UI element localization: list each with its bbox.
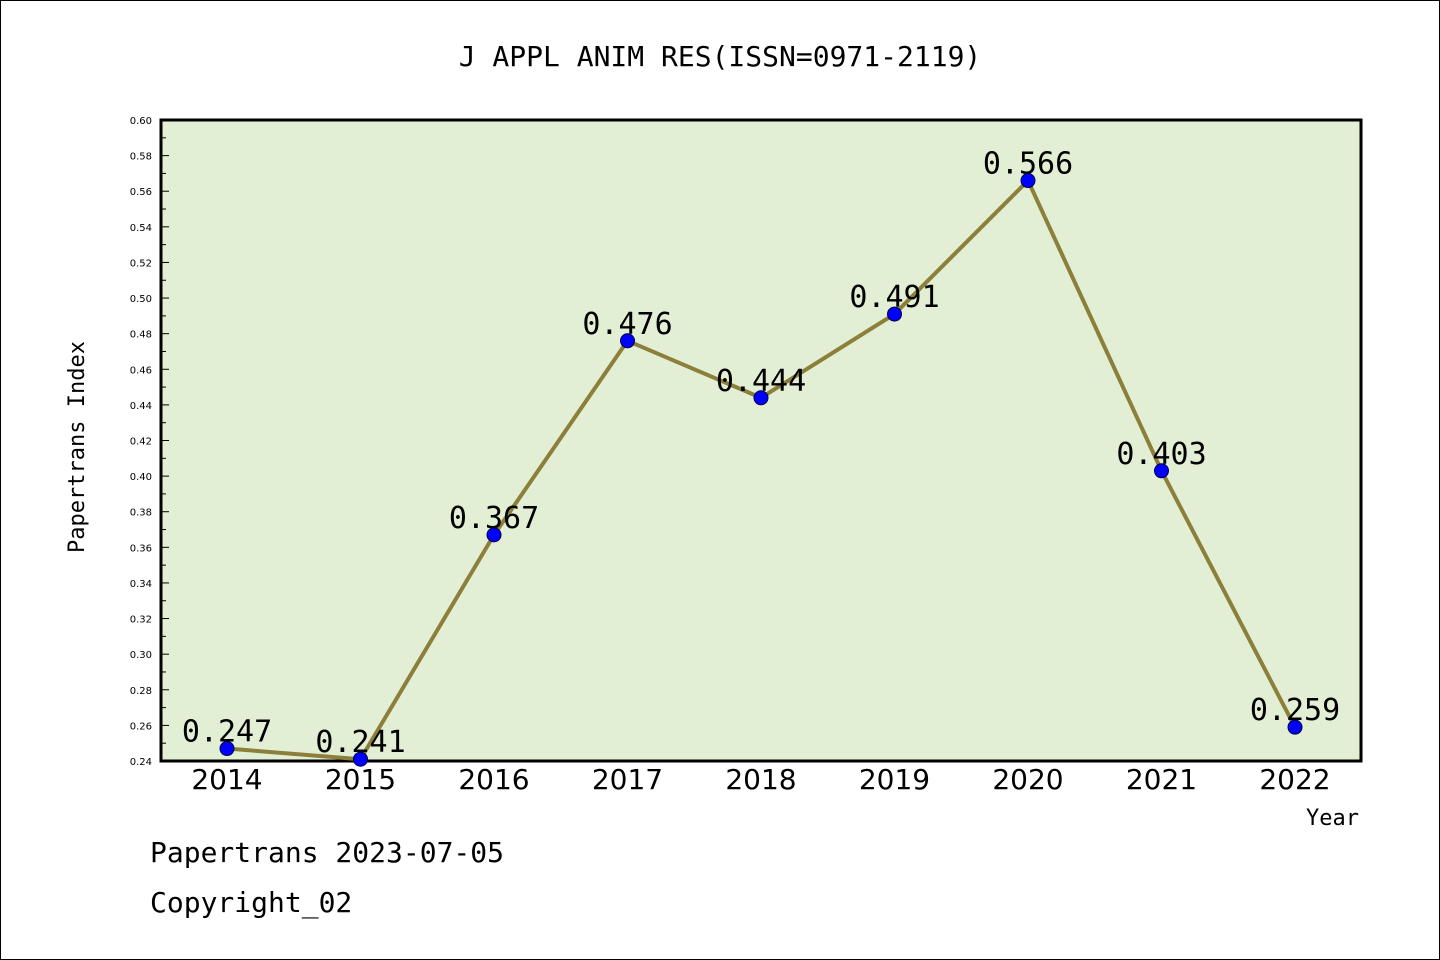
data-label: 0.444 [716, 364, 806, 399]
x-tick-label: 2014 [191, 763, 262, 796]
y-tick-label: 0.58 [130, 152, 152, 163]
data-label: 0.566 [983, 147, 1073, 182]
x-axis-ticks: 2014 2015 2016 2017 2018 2019 2020 2021 2022 [191, 763, 1330, 796]
data-label: 0.259 [1250, 693, 1340, 728]
data-point [753, 390, 769, 406]
y-tick-label: 0.28 [130, 686, 152, 697]
x-tick-label: 2016 [458, 763, 529, 796]
y-tick-label: 0.42 [130, 437, 152, 448]
data-label: 0.241 [315, 725, 405, 760]
y-tick-label: 0.26 [130, 721, 152, 732]
x-tick-label: 2015 [325, 763, 396, 796]
data-markers [219, 173, 1303, 767]
y-axis-ticks: 0.24 0.26 0.28 0.30 0.32 0.34 0.36 0.38 0.40 0.42… [130, 116, 169, 768]
data-label: 0.476 [582, 307, 672, 342]
data-point [353, 751, 368, 767]
y-tick-label: 0.52 [130, 258, 152, 269]
data-point [1020, 173, 1036, 189]
data-labels: 0.247 0.241 0.367 0.476 0.444 0.491 0.566 0.403… [182, 147, 1340, 761]
y-tick-label: 0.56 [130, 187, 152, 198]
y-tick-label: 0.46 [130, 365, 152, 376]
y-tick-label: 0.32 [130, 615, 152, 626]
x-axis-label: Year [1306, 806, 1359, 831]
y-tick-label: 0.54 [130, 223, 152, 234]
y-tick-label: 0.38 [130, 508, 152, 519]
y-tick-label: 0.40 [130, 472, 152, 483]
data-label: 0.247 [182, 715, 272, 750]
data-label: 0.367 [449, 501, 539, 536]
y-tick-label: 0.60 [130, 116, 152, 127]
data-label: 0.403 [1116, 437, 1206, 472]
data-point [620, 333, 635, 349]
x-tick-label: 2020 [992, 763, 1063, 796]
data-label: 0.491 [849, 280, 939, 315]
data-point [486, 527, 502, 543]
x-tick-label: 2018 [725, 763, 796, 796]
data-point [1154, 463, 1169, 479]
x-tick-label: 2022 [1259, 763, 1330, 796]
x-tick-label: 2019 [859, 763, 930, 796]
footer-copyright: Copyright_02 [150, 886, 353, 919]
y-axis-label: Papertrans Index [65, 341, 90, 553]
data-point [887, 306, 902, 322]
y-tick-label: 0.50 [130, 294, 152, 305]
y-tick-label: 0.48 [130, 330, 152, 341]
x-tick-label: 2021 [1126, 763, 1197, 796]
data-point [219, 741, 235, 757]
y-tick-label: 0.34 [130, 579, 152, 590]
data-point [1287, 719, 1303, 735]
y-tick-label: 0.36 [130, 543, 152, 554]
y-tick-label: 0.24 [130, 757, 152, 768]
y-tick-label: 0.44 [130, 401, 152, 412]
plot-area [159, 118, 1363, 763]
footer-date: Papertrans 2023-07-05 [150, 836, 505, 869]
x-tick-label: 2017 [592, 763, 663, 796]
y-tick-label: 0.30 [130, 650, 152, 661]
chart-title: J APPL ANIM RES(ISSN=0971-2119) [459, 40, 982, 73]
